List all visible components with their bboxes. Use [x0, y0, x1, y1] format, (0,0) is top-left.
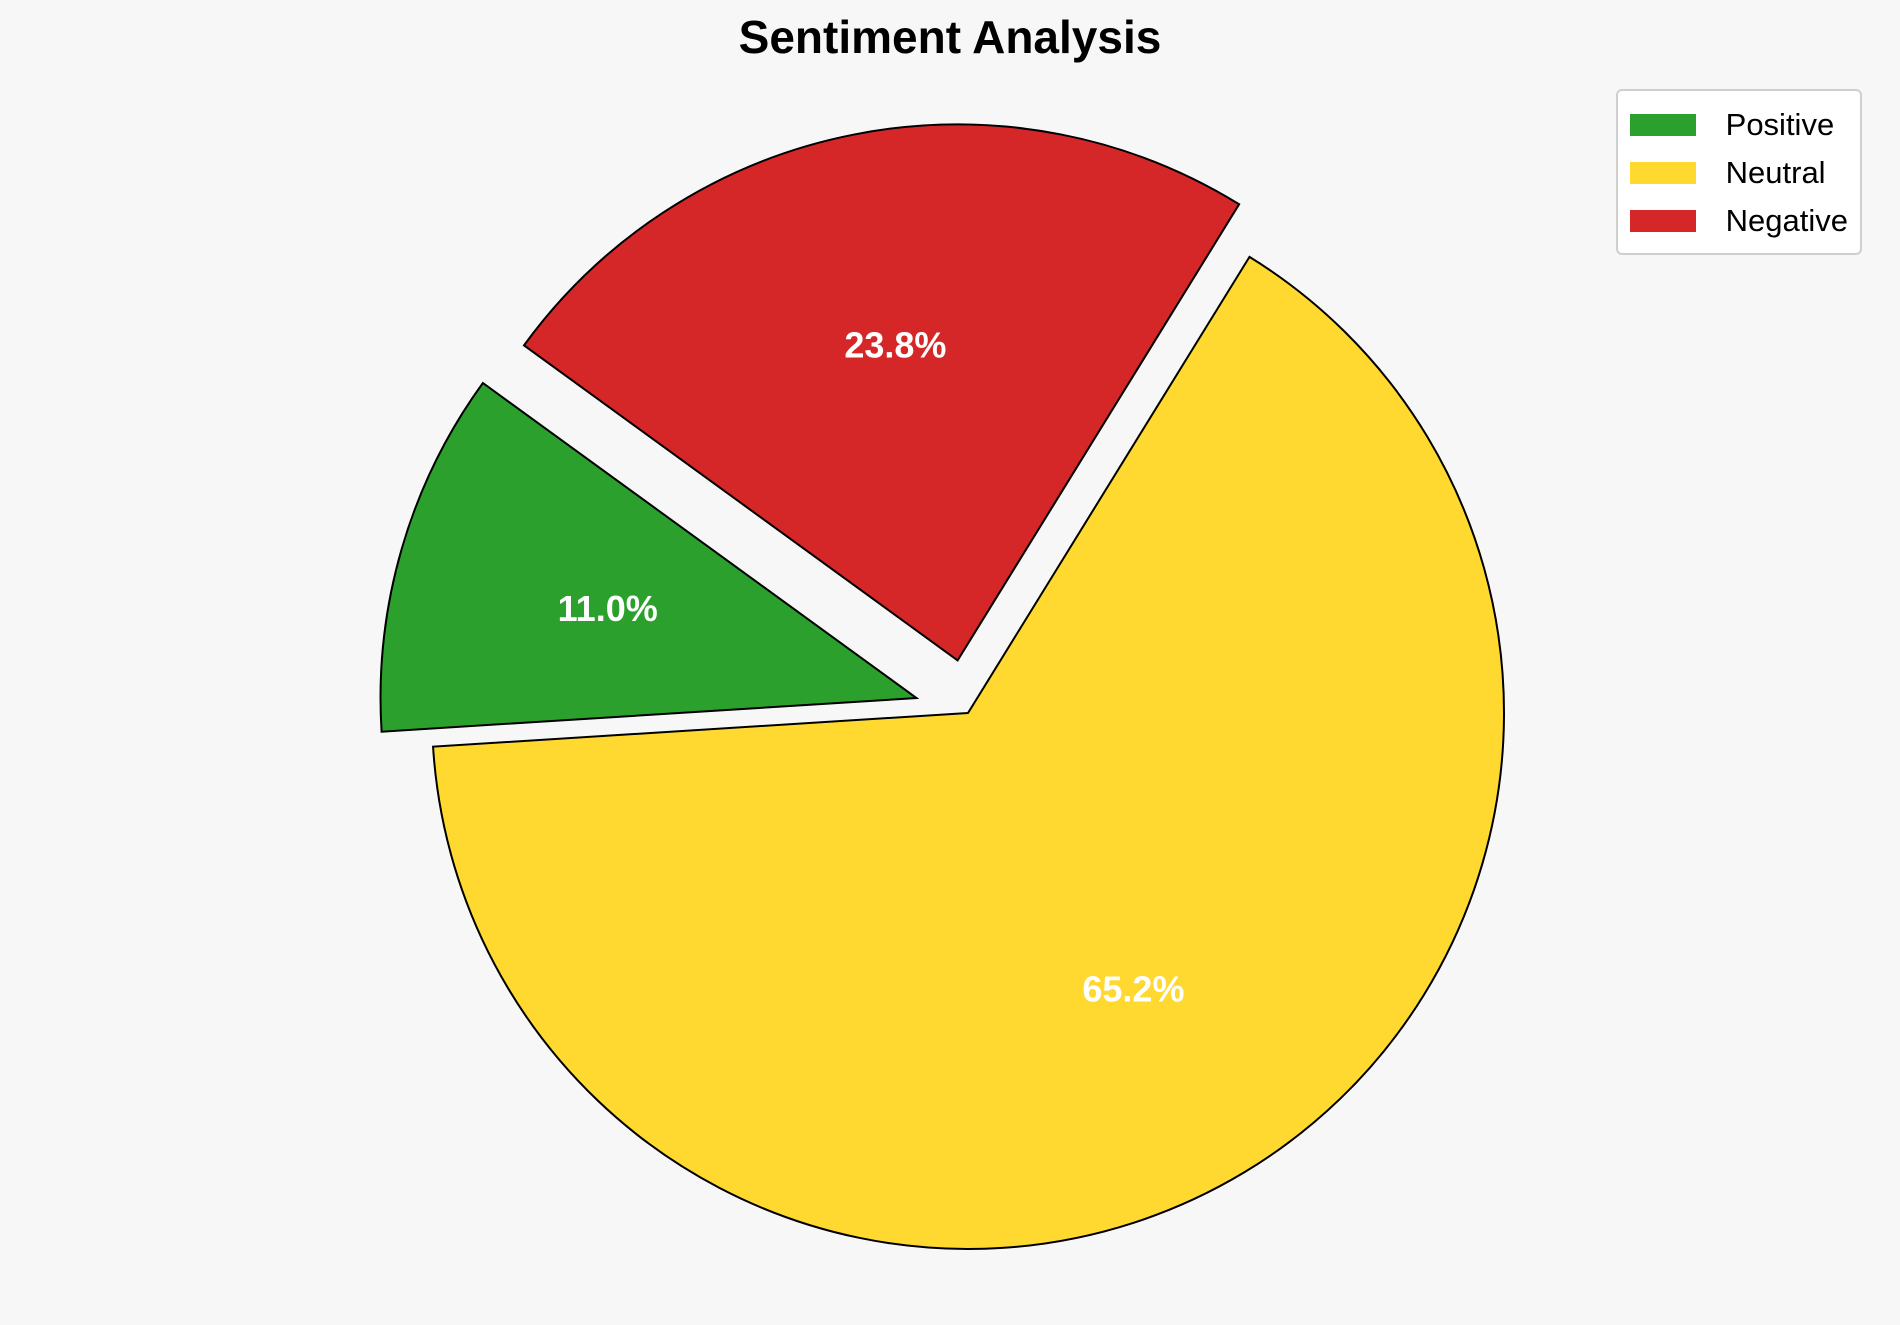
pie-slice-positive: [379, 381, 920, 733]
legend-label-neutral: Neutral: [1725, 155, 1826, 190]
legend-item-positive: Positive: [1629, 101, 1848, 149]
slice-label-negative: 23.8%: [844, 324, 946, 365]
legend-swatch-neutral: [1629, 162, 1696, 184]
slice-label-neutral: 65.2%: [1082, 968, 1184, 1009]
legend-swatch-negative: [1629, 210, 1696, 232]
legend-label-negative: Negative: [1725, 203, 1848, 238]
pie-slice-neutral: [431, 255, 1505, 1251]
chart-title: Sentiment Analysis: [738, 11, 1162, 63]
legend-item-negative: Negative: [1629, 197, 1848, 245]
legend-item-neutral: Neutral: [1629, 149, 1848, 197]
legend-swatch-positive: [1629, 114, 1696, 136]
legend-label-positive: Positive: [1725, 107, 1835, 142]
legend: Positive Neutral Negative: [1615, 89, 1862, 255]
pie-slice-negative: [522, 123, 1241, 662]
slice-label-positive: 11.0%: [558, 588, 658, 629]
